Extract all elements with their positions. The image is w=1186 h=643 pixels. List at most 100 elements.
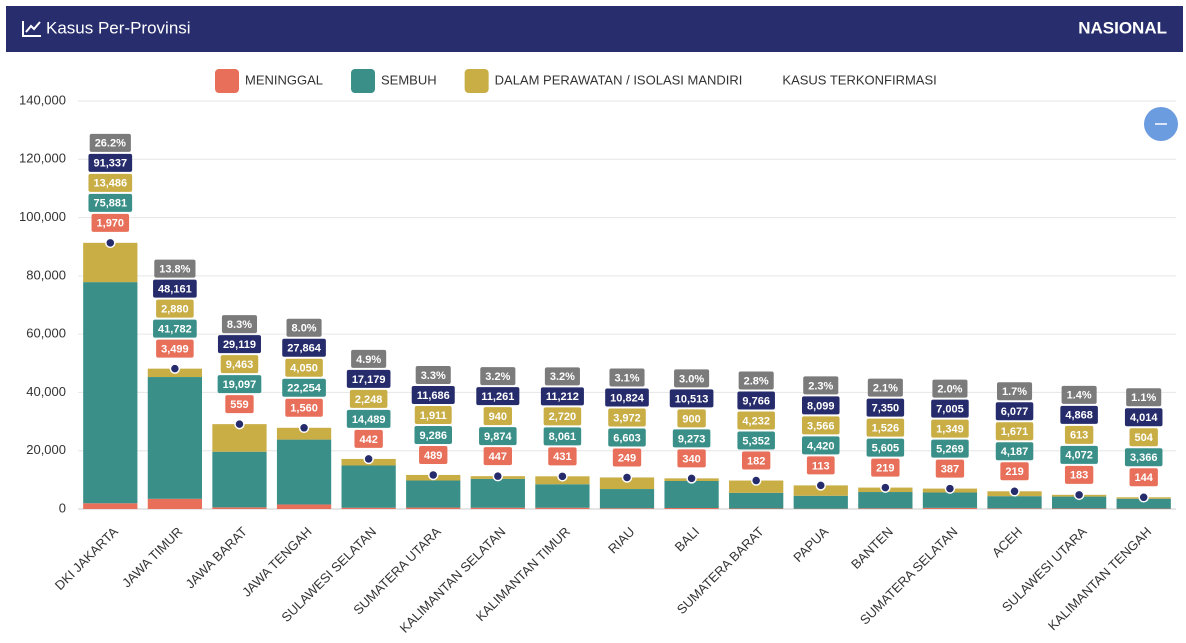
data-label: 5,352 [742,435,770,447]
data-label: 2,248 [355,394,383,406]
legend-label[interactable]: KASUS TERKONFIRMASI [782,72,936,87]
data-label: 1,349 [936,423,964,435]
data-label: 504 [1135,432,1154,444]
bar-segment [212,507,267,509]
legend-label[interactable]: DALAM PERAWATAN / ISOLASI MANDIRI [495,72,743,87]
legend-label[interactable]: SEMBUH [381,72,437,87]
bar-segment [729,492,784,509]
bar-segment [341,465,396,508]
data-label: 2.8% [744,375,769,387]
data-label-box [480,367,516,386]
data-label: 8,099 [807,400,835,412]
y-tick-label: 120,000 [19,151,66,166]
header-icon [22,21,41,37]
data-label: 11,212 [546,391,579,403]
y-tick-label: 40,000 [26,384,66,399]
bar-segment [1051,508,1107,509]
data-label: 1,911 [420,410,447,422]
data-label-box [346,409,391,428]
data-label-box [677,409,706,428]
data-label: 11,261 [481,391,514,403]
data-label-box [867,378,903,397]
confirmed-marker [427,469,439,481]
data-label: 48,161 [158,284,192,296]
data-label-box [608,408,646,427]
y-tick-label: 20,000 [26,442,66,457]
data-label-box [1060,405,1098,424]
data-label: 7,350 [872,402,900,414]
data-label-box [88,173,133,192]
bar-segment [212,451,267,508]
data-label: 2,880 [161,304,189,316]
legend-label[interactable]: MENINGGAL [245,72,323,87]
data-label-box [479,427,517,446]
bar-segment [406,507,461,509]
data-label: 613 [1070,430,1088,442]
data-label-box [1061,385,1097,404]
data-label-box [737,391,775,410]
bar-segment [470,478,525,508]
data-label-box [282,338,326,357]
data-label: 3.1% [614,372,639,384]
data-label: 6,077 [1001,406,1029,418]
y-tick-label: 80,000 [26,267,66,282]
data-label-box [483,447,513,466]
data-label: 29,119 [223,339,256,351]
data-label-box [1000,462,1029,481]
y-tick-label: 140,000 [19,92,66,107]
data-label: 4,050 [290,363,318,375]
header-title: Kasus Per-Provinsi [46,18,191,37]
confirmed-marker [234,418,245,430]
x-tick-label: DKI JAKARTA [52,524,121,593]
confirmed-marker [621,472,633,483]
data-label: 900 [682,413,700,425]
bar-segment [599,508,655,509]
data-label: 1,671 [1001,426,1029,438]
data-label: 22,254 [287,383,322,395]
bar-segment [1116,498,1171,509]
bar-segment [922,492,978,508]
y-tick-label: 60,000 [26,326,66,341]
bar-segment [470,507,525,509]
bar-segment [729,480,784,493]
data-label-box [1064,425,1094,444]
data-label: 13.8% [159,264,190,276]
bar-segment [664,480,719,509]
bar-segment [599,477,655,490]
header-scope[interactable]: NASIONAL [1078,18,1167,37]
legend-swatch [351,69,376,93]
data-label-box [669,389,714,408]
data-label: 2.1% [873,382,898,394]
data-label-box [996,382,1033,401]
data-label-box [737,411,775,430]
data-label-box [543,407,582,426]
confirmed-marker [1073,489,1085,501]
y-tick-label: 100,000 [19,209,66,224]
data-label-box [801,396,840,415]
data-label-box [995,422,1034,441]
x-tick-label: BANTEN [848,524,896,572]
bar-segment [858,508,913,509]
data-label-box [1129,428,1158,447]
confirmed-marker [815,480,827,491]
data-label-box [153,279,197,298]
data-label-box [220,355,259,374]
data-label: 4,868 [1065,410,1093,422]
data-label-box [1060,445,1098,464]
data-label: 26.2% [95,138,126,150]
data-label-box [801,436,840,455]
bar-segment [147,498,203,509]
data-label: 219 [876,462,894,474]
data-label: 442 [359,434,377,446]
data-label: 1.7% [1002,386,1027,398]
data-label-box [1124,408,1163,427]
y-tick-label: 0 [59,500,66,515]
x-tick-label: KALIMANTAN SELATAN [397,524,509,636]
data-label-box [349,389,388,408]
data-label: 1.1% [1131,392,1156,404]
data-label-box [225,395,254,414]
data-label-box [154,259,196,278]
bar-segment [793,495,848,509]
bar-segment [1051,496,1107,509]
